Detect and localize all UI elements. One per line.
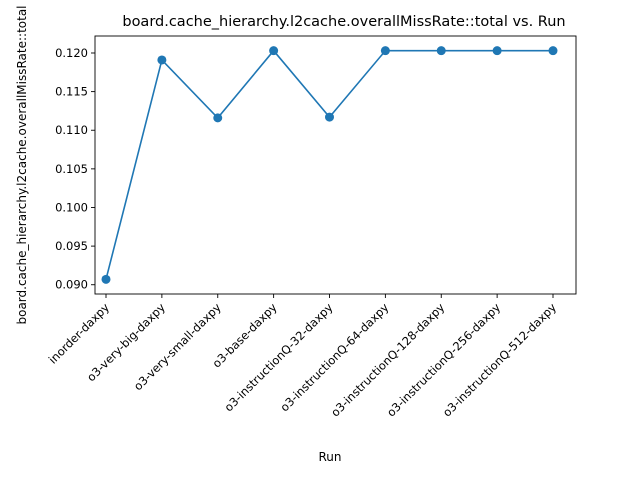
- y-tick-label: 0.105: [55, 162, 88, 176]
- plot-frame: [94, 35, 577, 295]
- y-tick-label: 0.120: [55, 46, 88, 60]
- y-axis-label: board.cache_hierarchy.l2cache.overallMis…: [15, 5, 29, 324]
- data-point: [325, 112, 334, 122]
- data-point: [157, 55, 167, 65]
- data-point: [101, 274, 111, 284]
- data-point: [213, 113, 223, 123]
- y-tick-label: 0.110: [55, 123, 88, 137]
- y-tick-label: 0.115: [55, 85, 88, 99]
- chart-title: board.cache_hierarchy.l2cache.overallMis…: [122, 14, 565, 30]
- data-point: [492, 46, 502, 56]
- data-point: [380, 46, 390, 56]
- data-point: [436, 46, 446, 56]
- x-axis-label: Run: [318, 450, 341, 464]
- data-point: [269, 46, 279, 56]
- y-tick-label: 0.095: [55, 239, 88, 253]
- y-tick-label: 0.100: [55, 200, 88, 214]
- y-tick-label: 0.090: [55, 278, 88, 292]
- data-point: [548, 46, 558, 56]
